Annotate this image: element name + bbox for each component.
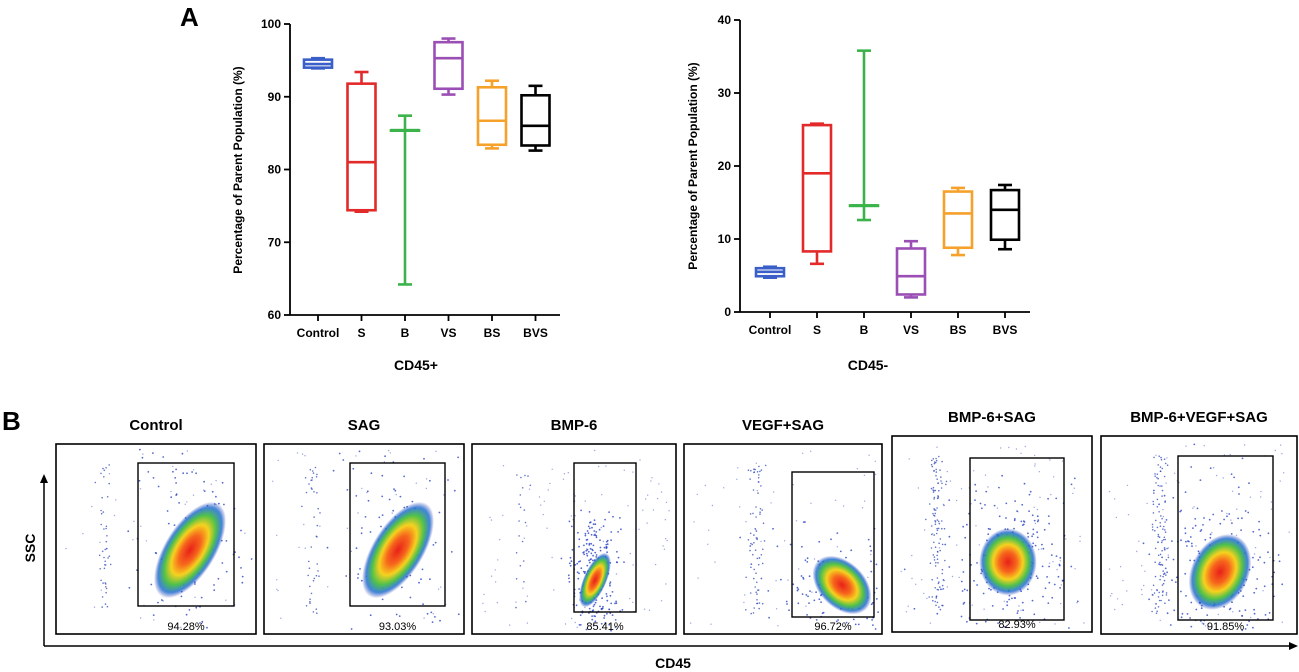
- cd45-axis-arrow-icon: [1289, 642, 1298, 650]
- box-iqr: [476, 85, 508, 147]
- box-iqr: [895, 247, 927, 296]
- cd45-axis-label: CD45: [655, 655, 691, 671]
- flow-gate: [791, 471, 875, 618]
- flow-axes: SSC CD45: [22, 474, 1298, 671]
- ssc-axis-arrow-icon: [40, 474, 48, 483]
- flow-plot: BMP-6+SAG 82.93%: [891, 409, 1093, 633]
- flow-plot-title: VEGF+SAG: [742, 417, 824, 434]
- flow-plot-title: Control: [129, 417, 182, 434]
- box-vs: [895, 239, 927, 299]
- chart2-ylabel: Percentage of Parent Population (%): [686, 62, 700, 269]
- box-iqr: [433, 40, 464, 91]
- x-tick-label: BS: [950, 323, 967, 337]
- box-bvs: [520, 84, 551, 152]
- y-tick-label: 0: [724, 305, 731, 319]
- box-bvs: [989, 183, 1021, 251]
- box-control: [754, 265, 786, 279]
- flow-plot: BMP-6+VEGF+SAG 91.85%: [1100, 409, 1298, 635]
- y-tick-label: 40: [718, 13, 732, 27]
- flow-gate: [969, 457, 1065, 621]
- panel-label-a: A: [180, 2, 199, 32]
- flow-gate-percent: 96.72%: [814, 621, 852, 633]
- box-b: [848, 49, 880, 222]
- flow-cytometry-panels: Control 94.28% SAG 93.03% BMP-6 85.41% VEGF+SA…: [55, 409, 1298, 635]
- flow-gate-percent: 82.93%: [998, 619, 1036, 631]
- y-tick-label: 20: [718, 159, 732, 173]
- chart2-xlabel: CD45-: [848, 357, 889, 373]
- flow-plot: Control 94.28%: [55, 417, 257, 635]
- box-vs: [433, 37, 464, 96]
- x-tick-label: BVS: [523, 326, 548, 340]
- x-tick-label: BS: [484, 326, 501, 340]
- box-b: [389, 114, 421, 286]
- flow-density-core: [979, 528, 1037, 596]
- y-tick-label: 70: [268, 235, 282, 249]
- flow-plot-title: BMP-6+VEGF+SAG: [1130, 409, 1268, 426]
- x-tick-label: S: [357, 326, 365, 340]
- y-tick-label: 90: [268, 90, 282, 104]
- chart1-ylabel: Percentage of Parent Population (%): [231, 66, 245, 273]
- flow-density-core: [361, 501, 435, 599]
- box-s: [346, 70, 377, 213]
- x-tick-label: S: [813, 323, 821, 337]
- flow-density-core: [812, 555, 872, 615]
- x-tick-label: Control: [297, 326, 340, 340]
- y-tick-label: 10: [718, 232, 732, 246]
- flow-gate: [1177, 455, 1274, 621]
- flow-gate: [137, 462, 235, 607]
- box-bs: [476, 79, 508, 150]
- x-tick-label: BVS: [993, 323, 1018, 337]
- y-tick-label: 100: [261, 17, 281, 31]
- panel-label-b: B: [2, 406, 21, 436]
- y-tick-label: 80: [268, 163, 282, 177]
- box-iqr: [942, 190, 974, 250]
- box-iqr: [989, 188, 1021, 242]
- flow-plot-title: BMP-6: [551, 417, 598, 434]
- boxplot-cd45-positive: Percentage of Parent Population (%) CD45…: [231, 17, 560, 373]
- chart1-xlabel: CD45+: [394, 357, 438, 373]
- flow-gate: [349, 462, 446, 607]
- x-tick-label: VS: [440, 326, 456, 340]
- y-tick-label: 30: [718, 86, 732, 100]
- box-iqr: [346, 82, 377, 212]
- flow-gate-percent: 91.85%: [1207, 621, 1245, 633]
- flow-gate: [573, 462, 637, 613]
- x-tick-label: Control: [749, 323, 792, 337]
- x-tick-label: B: [860, 323, 869, 337]
- flow-plot-title: SAG: [348, 417, 381, 434]
- flow-density-core: [1188, 534, 1252, 610]
- flow-density-core: [153, 501, 227, 599]
- box-bs: [942, 186, 974, 257]
- y-tick-label: 60: [268, 308, 282, 322]
- flow-plot: VEGF+SAG 96.72%: [683, 417, 883, 635]
- box-iqr: [520, 93, 551, 147]
- flow-gate-percent: 94.28%: [167, 621, 205, 633]
- box-s: [801, 122, 833, 266]
- flow-plot-title: BMP-6+SAG: [948, 409, 1036, 426]
- flow-gate-percent: 93.03%: [379, 621, 417, 633]
- box-iqr: [801, 123, 833, 253]
- flow-plot: SAG 93.03%: [263, 417, 465, 635]
- x-tick-label: VS: [903, 323, 919, 337]
- boxplot-cd45-negative: Percentage of Parent Population (%) CD45…: [686, 13, 1030, 373]
- box-control: [302, 56, 334, 70]
- ssc-axis-label: SSC: [22, 534, 38, 563]
- flow-plot-frame: [891, 435, 1093, 633]
- flow-density-core: [579, 552, 611, 608]
- flow-plot: BMP-6 85.41%: [471, 417, 677, 635]
- x-tick-label: B: [401, 326, 410, 340]
- flow-gate-percent: 85.41%: [586, 621, 624, 633]
